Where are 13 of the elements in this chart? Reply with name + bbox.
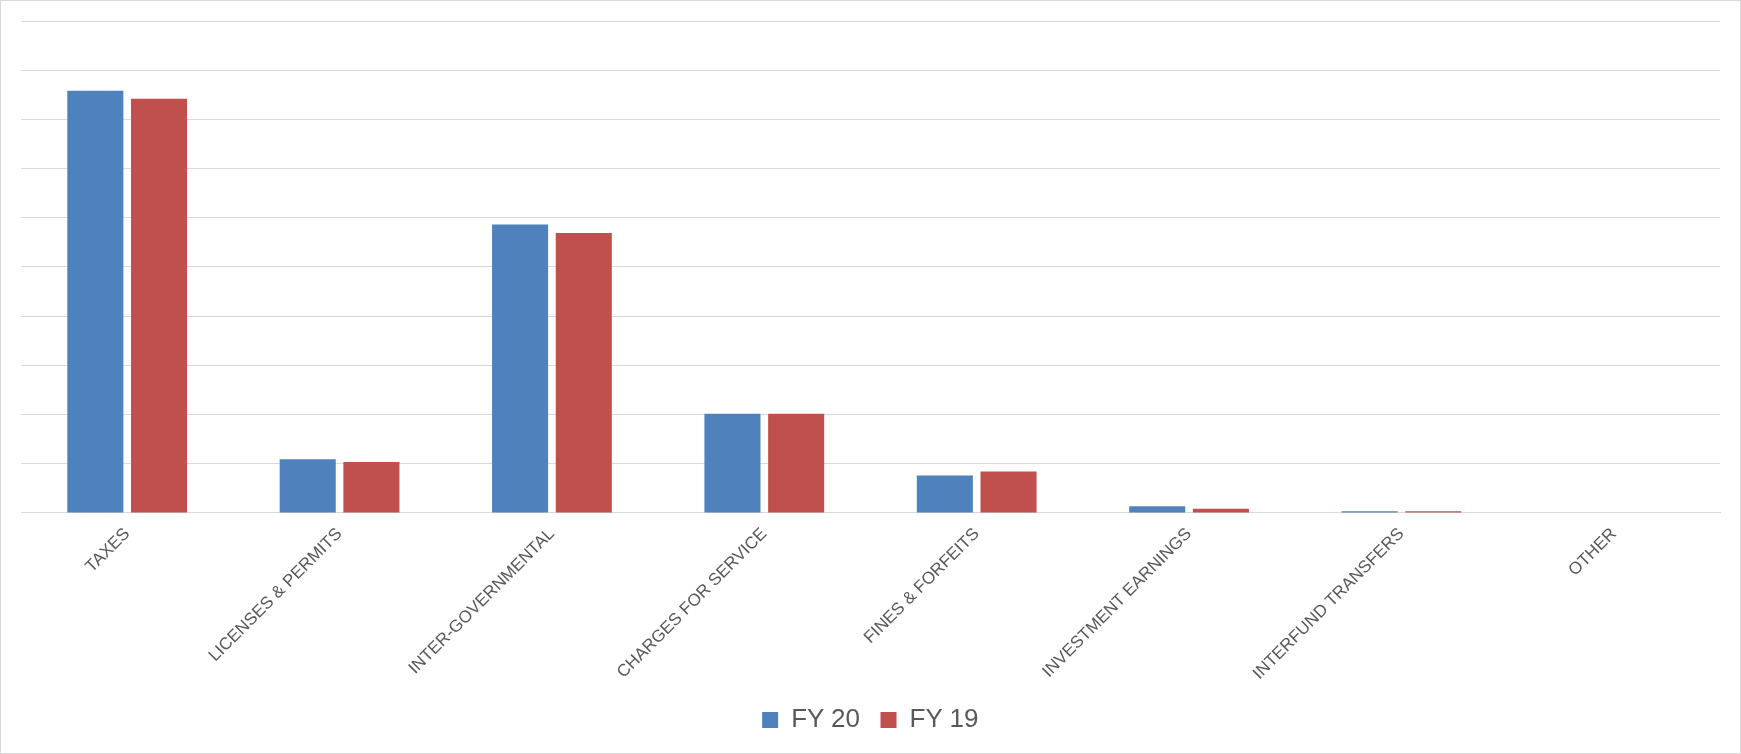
bar (343, 461, 400, 513)
bar (492, 224, 549, 513)
bar (980, 471, 1037, 513)
bar (768, 413, 825, 513)
legend-label: FY 19 (909, 703, 979, 734)
bar (916, 475, 973, 513)
bar (1129, 506, 1186, 513)
bar (704, 413, 761, 513)
bar (67, 90, 124, 513)
bar (131, 98, 188, 513)
legend-label: FY 20 (791, 703, 861, 734)
bar (279, 459, 336, 513)
bar (555, 233, 612, 513)
